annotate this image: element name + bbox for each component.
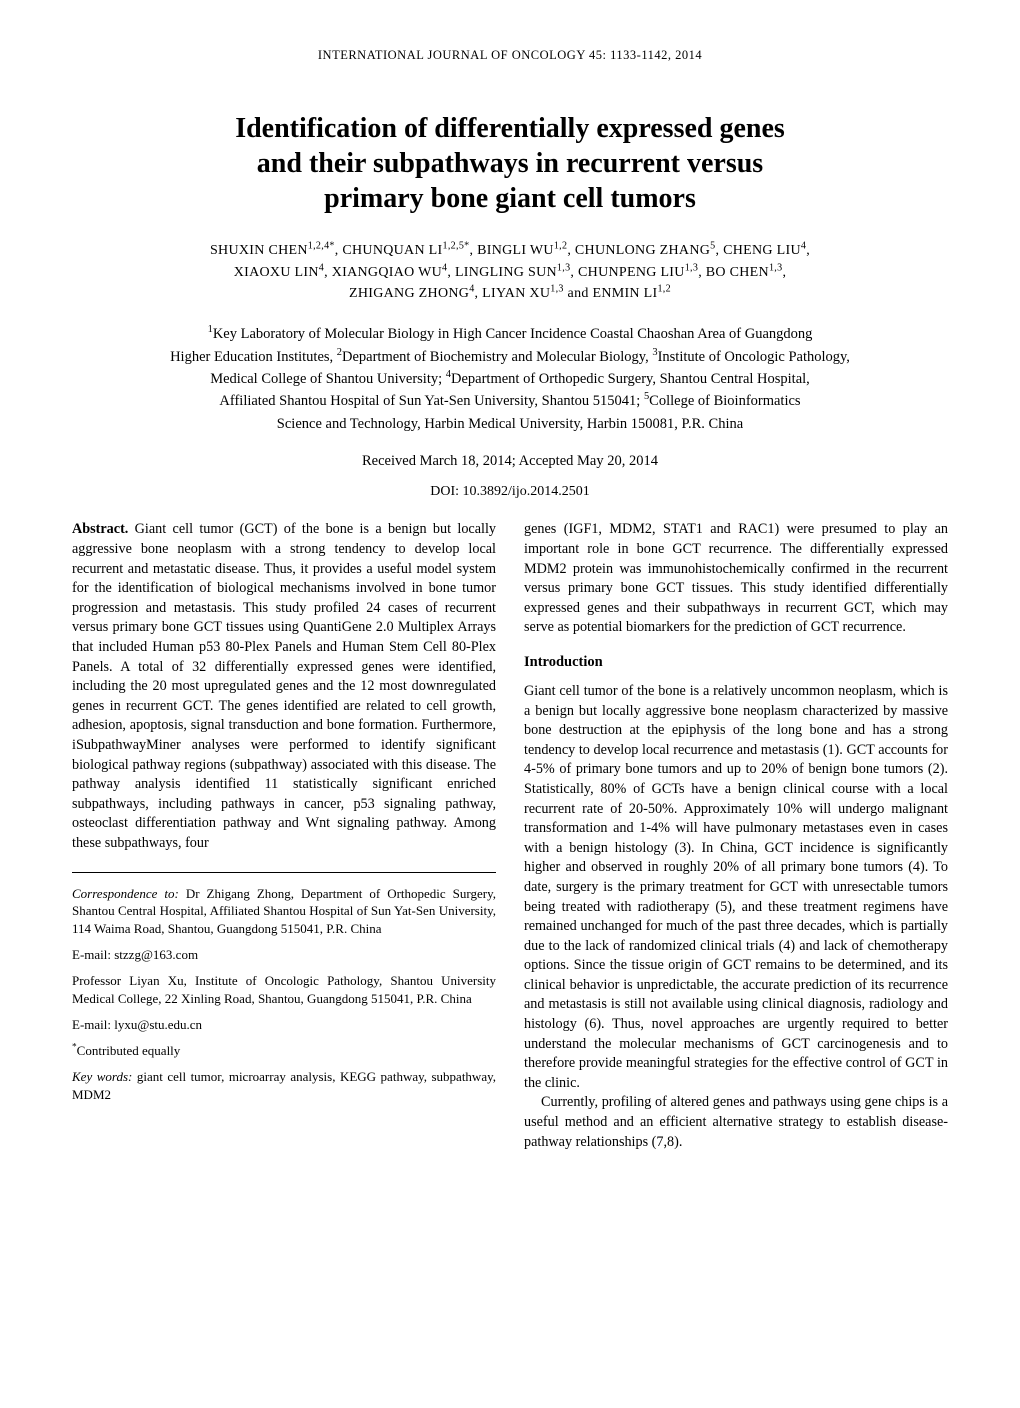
author: , CHUNQUAN LI <box>335 243 443 258</box>
correspondence-2: Professor Liyan Xu, Institute of Oncolog… <box>72 972 496 1008</box>
author-affil-sup: 1,2 <box>554 240 568 251</box>
doi: DOI: 10.3892/ijo.2014.2501 <box>72 484 948 500</box>
abstract-label: Abstract. <box>72 521 128 537</box>
article-title: Identification of differentially express… <box>102 111 918 216</box>
keywords: Key words: giant cell tumor, microarray … <box>72 1068 496 1104</box>
contrib-text: Contributed equally <box>77 1043 181 1058</box>
author: XIAOXU LIN <box>234 265 319 280</box>
author: , BO CHEN <box>698 265 769 280</box>
author: , LINGLING SUN <box>447 265 557 280</box>
author-affil-sup: 1,3 <box>769 262 783 273</box>
correspondence-label: Correspondence to: <box>72 886 179 901</box>
affiliation-text: Science and Technology, Harbin Medical U… <box>277 416 743 432</box>
author: SHUXIN CHEN <box>210 243 308 258</box>
affiliation-text: Affiliated Shantou Hospital of Sun Yat-S… <box>219 393 644 409</box>
abstract-paragraph: Abstract. Giant cell tumor (GCT) of the … <box>72 520 496 853</box>
affiliation-text: Department of Biochemistry and Molecular… <box>342 349 652 365</box>
title-line-2: and their subpathways in recurrent versu… <box>257 148 763 179</box>
text: , <box>806 243 810 258</box>
divider-rule <box>72 872 496 873</box>
affiliation-text: Medical College of Shantou University; <box>210 371 446 387</box>
abstract-continuation: genes (IGF1, MDM2, STAT1 and RAC1) were … <box>524 520 948 638</box>
affiliation-text: Higher Education Institutes, <box>170 349 337 365</box>
author-affil-sup: 1,3 <box>550 284 564 295</box>
correspondence-block: Correspondence to: Dr Zhigang Zhong, Dep… <box>72 885 496 1104</box>
running-head: INTERNATIONAL JOURNAL OF ONCOLOGY 45: 11… <box>72 48 948 63</box>
left-column: Abstract. Giant cell tumor (GCT) of the … <box>72 520 496 1152</box>
correspondence-1-email: E-mail: stzzg@163.com <box>72 946 496 964</box>
keywords-text: giant cell tumor, microarray analysis, K… <box>72 1069 496 1102</box>
author: , CHENG LIU <box>716 243 801 258</box>
right-column: genes (IGF1, MDM2, STAT1 and RAC1) were … <box>524 520 948 1152</box>
author-affil-sup: 1,2,5* <box>443 240 470 251</box>
contributed-equally: *Contributed equally <box>72 1042 496 1060</box>
author-affil-sup: 1,3 <box>685 262 699 273</box>
affiliation-text: Department of Orthopedic Surgery, Shanto… <box>451 371 810 387</box>
author: , CHUNLONG ZHANG <box>567 243 710 258</box>
author: , CHUNPENG LIU <box>570 265 684 280</box>
author: and ENMIN LI <box>564 286 658 301</box>
author-affil-sup: 1,2 <box>657 284 671 295</box>
text: , <box>782 265 786 280</box>
affiliation-text: Institute of Oncologic Pathology, <box>658 349 850 365</box>
title-line-1: Identification of differentially express… <box>235 113 785 144</box>
authors-block: SHUXIN CHEN1,2,4*, CHUNQUAN LI1,2,5*, BI… <box>82 240 938 305</box>
correspondence-2-email: E-mail: lyxu@stu.edu.cn <box>72 1016 496 1034</box>
introduction-heading: Introduction <box>524 652 948 672</box>
affiliation-text: Key Laboratory of Molecular Biology in H… <box>213 326 813 342</box>
author-affil-sup: 1,3 <box>557 262 571 273</box>
author-affil-sup: 1,2,4* <box>308 240 335 251</box>
received-accepted: Received March 18, 2014; Accepted May 20… <box>72 453 948 470</box>
title-line-3: primary bone giant cell tumors <box>324 183 696 214</box>
intro-paragraph-1: Giant cell tumor of the bone is a relati… <box>524 682 948 1093</box>
author: , LIYAN XU <box>475 286 551 301</box>
author: ZHIGANG ZHONG <box>349 286 469 301</box>
affiliation-text: College of Bioinformatics <box>649 393 800 409</box>
intro-paragraph-2: Currently, profiling of altered genes an… <box>524 1093 948 1152</box>
two-column-body: Abstract. Giant cell tumor (GCT) of the … <box>72 520 948 1152</box>
abstract-text: Giant cell tumor (GCT) of the bone is a … <box>72 521 496 851</box>
author: , BINGLI WU <box>470 243 554 258</box>
affiliations-block: 1Key Laboratory of Molecular Biology in … <box>82 323 938 435</box>
keywords-label: Key words: <box>72 1069 132 1084</box>
author: , XIANGQIAO WU <box>324 265 442 280</box>
correspondence-1: Correspondence to: Dr Zhigang Zhong, Dep… <box>72 885 496 939</box>
